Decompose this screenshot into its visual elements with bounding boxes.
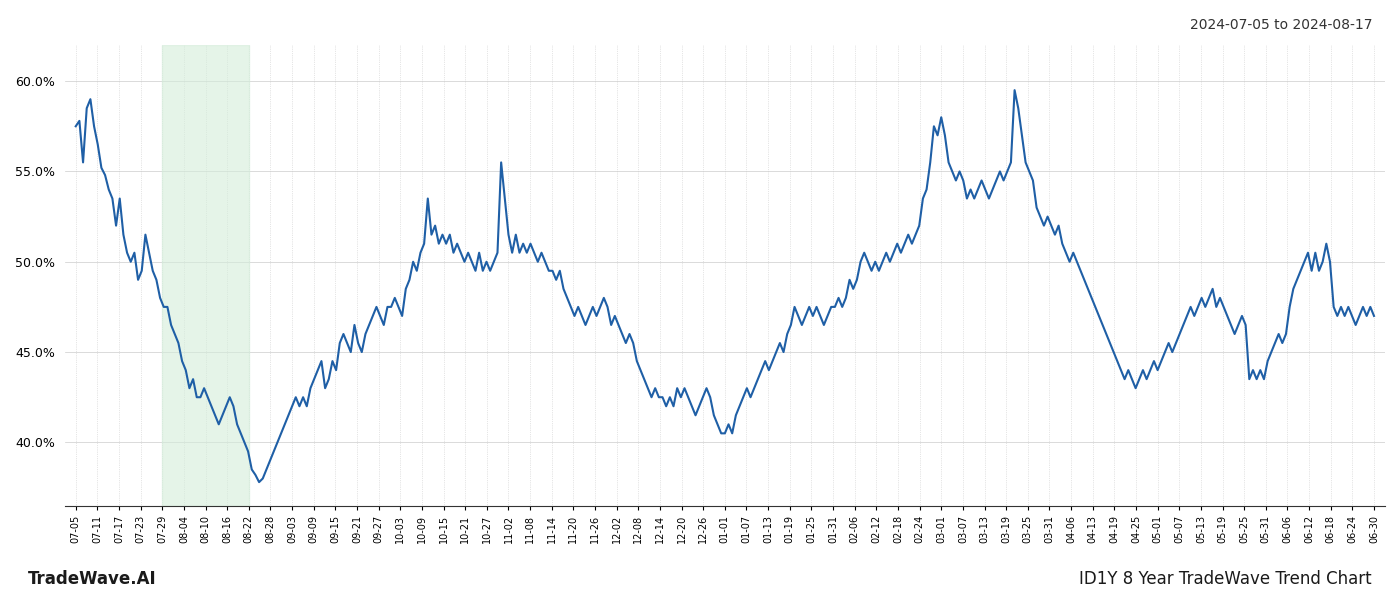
- Text: ID1Y 8 Year TradeWave Trend Chart: ID1Y 8 Year TradeWave Trend Chart: [1079, 570, 1372, 588]
- Text: TradeWave.AI: TradeWave.AI: [28, 570, 157, 588]
- Bar: [162, 45, 249, 506]
- Text: 2024-07-05 to 2024-08-17: 2024-07-05 to 2024-08-17: [1190, 18, 1372, 32]
